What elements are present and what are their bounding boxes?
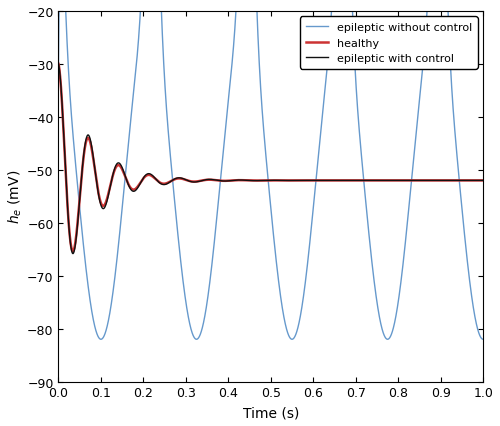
Y-axis label: $h_e$ (mV): $h_e$ (mV) (7, 170, 24, 224)
epileptic with control (458, 178, 464, 184)
epileptic without control (73, 167, 79, 173)
epileptic with control (58, 78, 64, 83)
healthy (56, 62, 62, 67)
epileptic with control (139, 178, 145, 184)
healthy (58, 78, 64, 83)
Line: epileptic with control: epileptic with control (58, 65, 483, 254)
Legend: epileptic without control, healthy, epileptic with control: epileptic without control, healthy, epil… (300, 17, 478, 69)
healthy (480, 178, 486, 184)
healthy (263, 178, 269, 184)
epileptic with control (263, 178, 269, 184)
epileptic without control (458, 193, 464, 198)
healthy (70, 249, 76, 254)
Line: epileptic without control: epileptic without control (58, 0, 483, 340)
healthy (458, 178, 464, 184)
epileptic with control (81, 151, 87, 156)
epileptic without control (263, 156, 269, 161)
X-axis label: Time (s): Time (s) (242, 405, 299, 419)
epileptic with control (70, 251, 76, 256)
Line: healthy: healthy (58, 65, 483, 252)
epileptic without control (56, 62, 62, 67)
epileptic without control (480, 337, 486, 342)
epileptic without control (81, 247, 87, 252)
healthy (139, 178, 145, 184)
healthy (81, 153, 87, 158)
epileptic with control (73, 237, 79, 242)
epileptic with control (480, 178, 486, 184)
epileptic with control (56, 62, 62, 67)
healthy (73, 235, 79, 240)
